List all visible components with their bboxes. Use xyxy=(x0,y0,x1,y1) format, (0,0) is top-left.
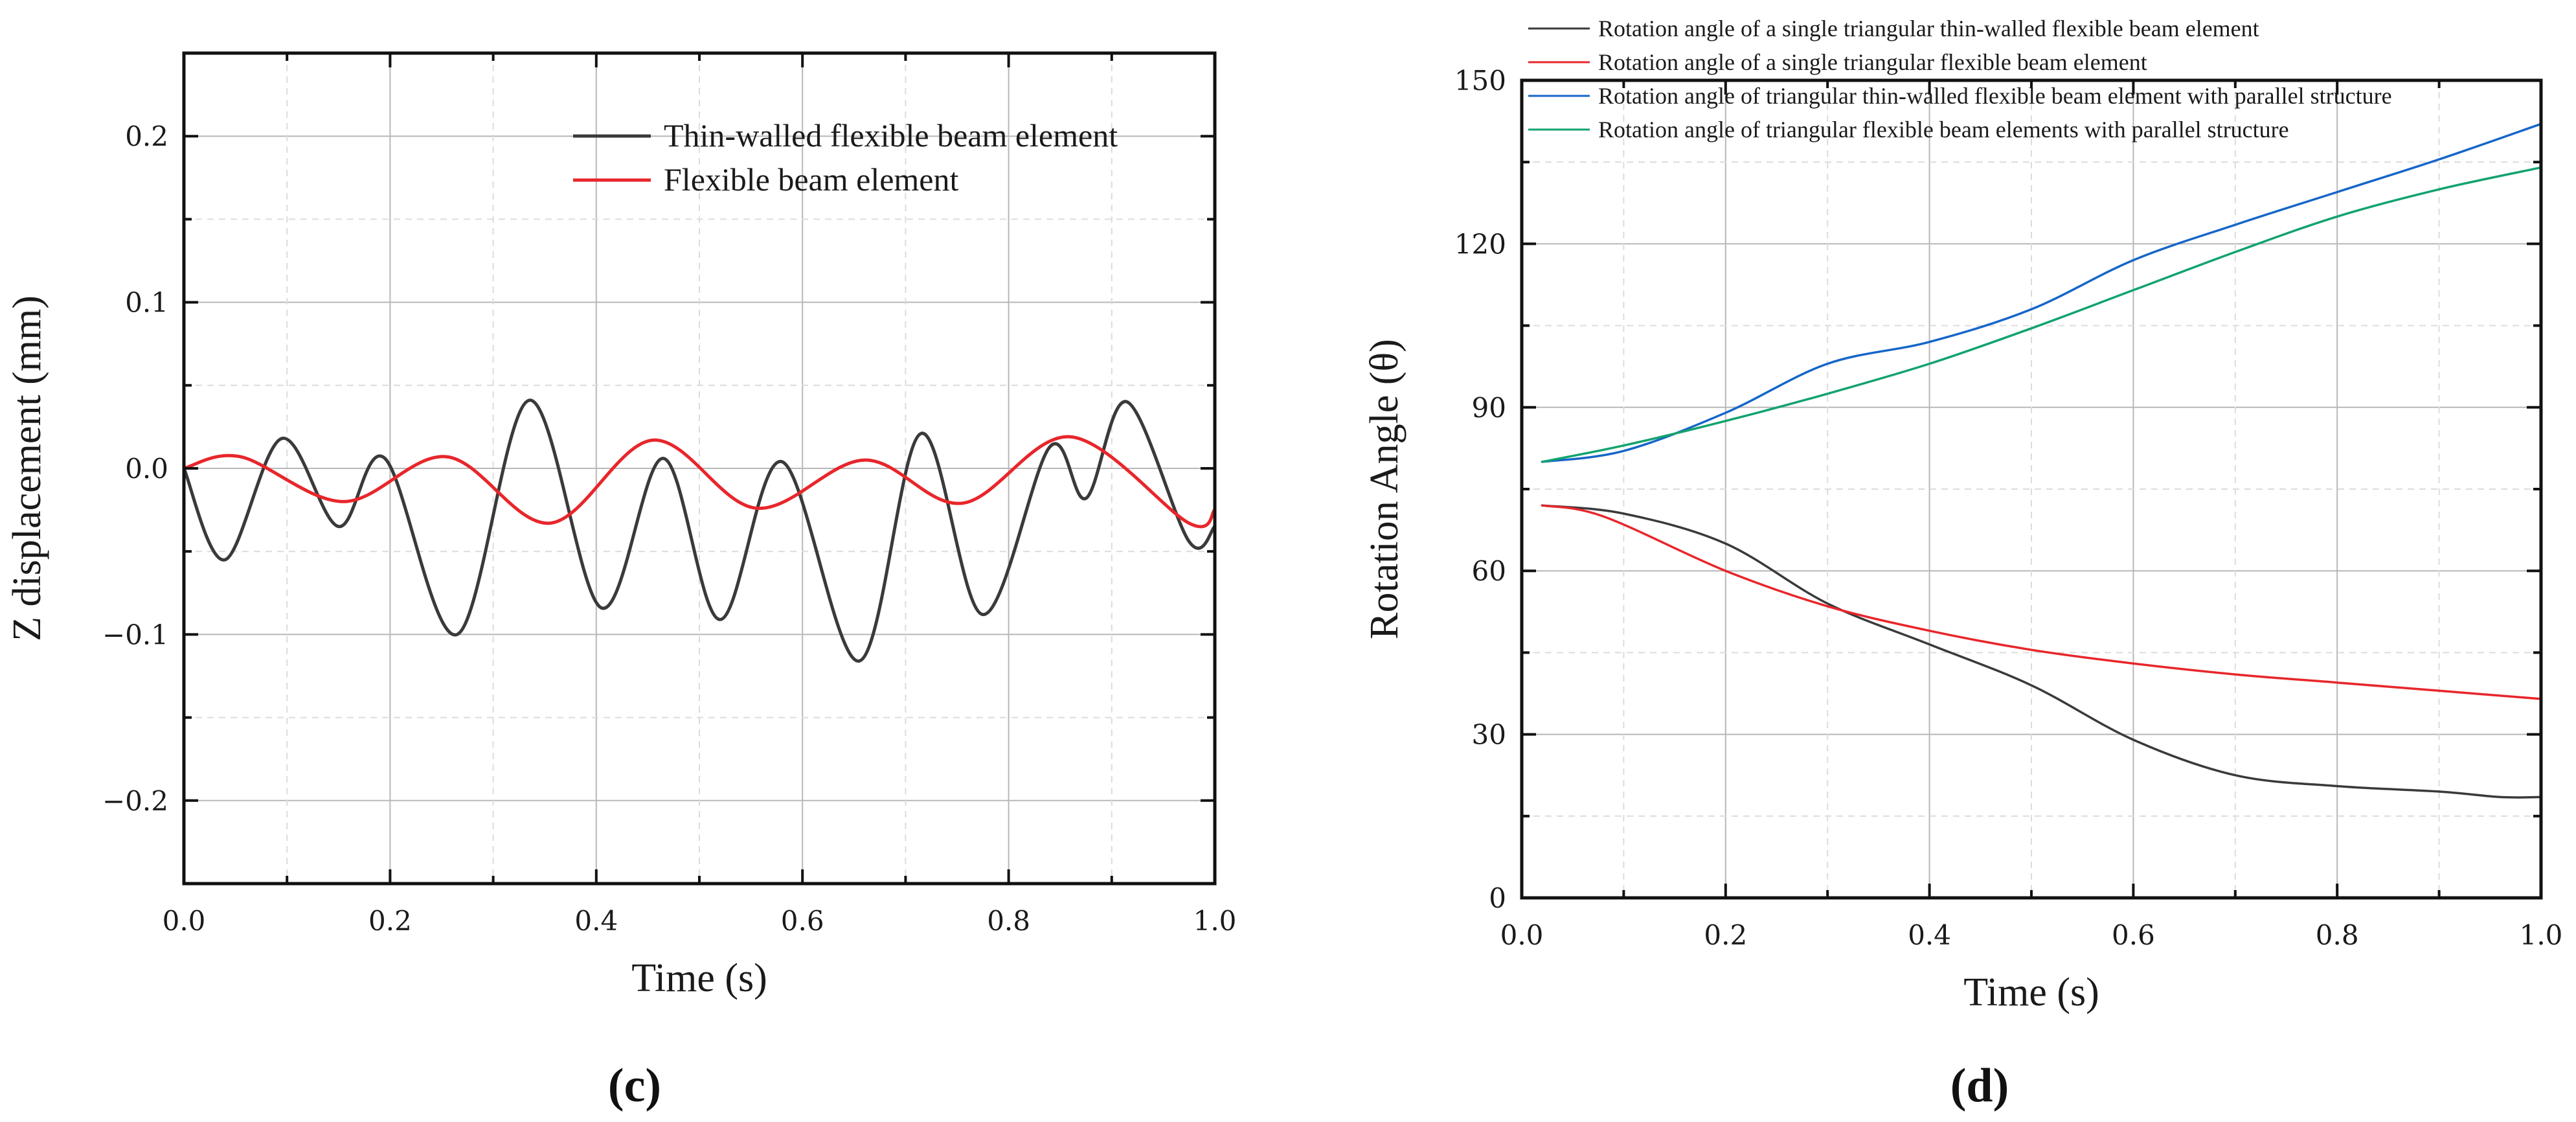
c-x-tick-label: 1.0 xyxy=(1193,905,1237,937)
c-x-tick-label: 0.0 xyxy=(163,905,206,937)
c-y-axis-label: Z displacement (mm) xyxy=(5,295,49,641)
d-y-tick-label: 120 xyxy=(1454,228,1506,260)
d-y-tick-label: 0 xyxy=(1489,882,1506,914)
c-y-tick-label: 0.2 xyxy=(125,120,168,152)
d-tick-marks xyxy=(1520,79,2542,899)
d-tick-labels: 0.0 0.2 0.4 0.6 0.8 1.0 0 30 60 90 120 150 xyxy=(1454,65,2563,951)
d-legend-label-single-flexible: Rotation angle of a single triangular fl… xyxy=(1598,49,2147,75)
d-y-tick-label: 60 xyxy=(1472,555,1506,587)
c-x-tick-label: 0.2 xyxy=(368,905,412,937)
d-series-line-2 xyxy=(1541,122,2542,463)
c-x-tick-label: 0.6 xyxy=(781,905,824,937)
d-x-tick-label: 0.6 xyxy=(2112,919,2155,951)
c-legend-label-thin-walled: Thin-walled flexible beam element xyxy=(664,117,1118,154)
panel-label-c: (c) xyxy=(608,1059,661,1112)
d-x-axis-label: Time (s) xyxy=(1963,970,2099,1014)
d-x-tick-label: 0.0 xyxy=(1500,919,1544,951)
chart-panel-c: 0.0 0.2 0.4 0.6 0.8 1.0 −0.2 −0.1 0.0 0.1 0.2 Time… xyxy=(5,51,1236,1112)
d-legend-label-parallel-flexible: Rotation angle of triangular flexible be… xyxy=(1598,117,2289,143)
d-legend-label-single-thin-walled: Rotation angle of a single triangular th… xyxy=(1598,16,2259,41)
d-series-line-3 xyxy=(1541,166,2542,463)
chart-panel-d: 0.0 0.2 0.4 0.6 0.8 1.0 0 30 60 90 120 150 Time (s)… xyxy=(1362,16,2562,1112)
d-x-tick-label: 0.4 xyxy=(1908,919,1951,951)
d-y-tick-label: 30 xyxy=(1472,719,1506,751)
c-y-tick-label: 0.0 xyxy=(125,453,168,485)
c-y-tick-label: 0.1 xyxy=(125,287,168,319)
c-x-tick-label: 0.8 xyxy=(987,905,1030,937)
c-y-tick-label: −0.1 xyxy=(102,619,168,650)
panel-label-d: (d) xyxy=(1950,1059,2009,1112)
c-series-line-1 xyxy=(182,435,1217,529)
c-legend: Thin-walled flexible beam element Flexib… xyxy=(573,117,1118,198)
d-x-tick-label: 0.8 xyxy=(2316,919,2359,951)
c-series-group xyxy=(182,398,1217,663)
d-legend: Rotation angle of a single triangular th… xyxy=(1528,16,2392,143)
c-legend-label-flexible: Flexible beam element xyxy=(664,161,959,198)
d-series-line-1 xyxy=(1541,504,2542,700)
c-y-tick-label: −0.2 xyxy=(102,785,168,817)
c-x-axis-label: Time (s) xyxy=(631,956,767,1000)
d-series-group xyxy=(1541,122,2542,799)
c-gridlines xyxy=(184,53,1215,884)
d-legend-label-parallel-thin-walled: Rotation angle of triangular thin-walled… xyxy=(1598,83,2392,109)
d-y-tick-label: 150 xyxy=(1454,65,1506,97)
c-x-tick-label: 0.4 xyxy=(574,905,618,937)
c-series-line-0 xyxy=(182,398,1217,663)
d-y-tick-label: 90 xyxy=(1472,392,1506,424)
c-tick-marks xyxy=(183,53,1216,884)
d-x-tick-label: 1.0 xyxy=(2520,919,2563,951)
d-x-tick-label: 0.2 xyxy=(1704,919,1747,951)
d-series-line-0 xyxy=(1541,504,2542,799)
d-y-axis-label: Rotation Angle (θ) xyxy=(1362,339,1407,639)
c-tick-labels: 0.0 0.2 0.4 0.6 0.8 1.0 −0.2 −0.1 0.0 0.1 0.2 xyxy=(102,120,1236,937)
